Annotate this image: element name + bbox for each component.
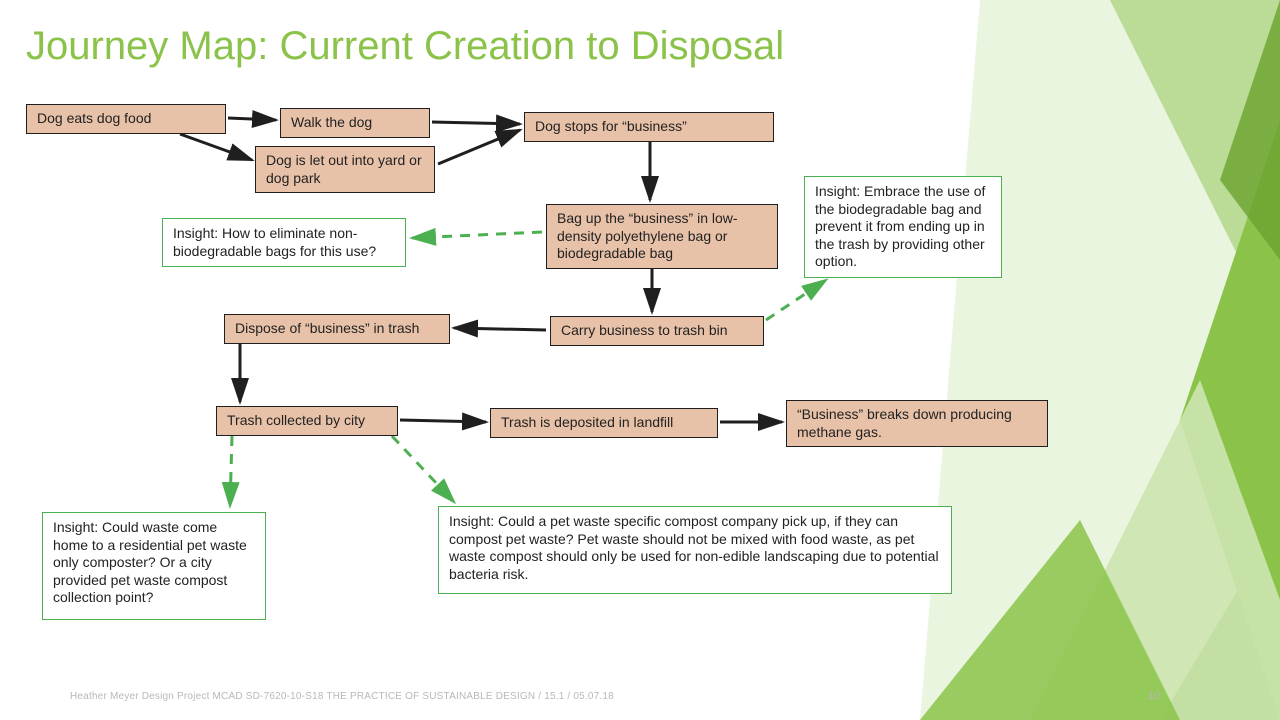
footer-text: Heather Meyer Design Project MCAD SD-762… [70, 691, 614, 702]
insight-i4: Insight: Could a pet waste specific comp… [438, 506, 952, 594]
edge-n8-i4 [392, 436, 454, 502]
flow-node-n4: Dog stops for “business” [524, 112, 774, 142]
corner-decoration [860, 0, 1280, 720]
edge-n1-n2 [228, 118, 276, 120]
edge-n8-i3 [230, 436, 232, 506]
slide: Journey Map: Current Creation to Disposa… [0, 0, 1280, 720]
flow-node-n1: Dog eats dog food [26, 104, 226, 134]
flow-node-n3: Dog is let out into yard or dog park [255, 146, 435, 193]
insight-i3: Insight: Could waste come home to a resi… [42, 512, 266, 620]
flow-node-n5: Bag up the “business” in low-density pol… [546, 204, 778, 269]
edge-n6-n7 [454, 328, 546, 330]
flow-node-n7: Dispose of “business” in trash [224, 314, 450, 344]
insight-i1: Insight: How to eliminate non-biodegrada… [162, 218, 406, 267]
edge-n6-i2 [766, 280, 826, 320]
insight-i2: Insight: Embrace the use of the biodegra… [804, 176, 1002, 278]
edge-n3-n4 [438, 130, 520, 164]
slide-title: Journey Map: Current Creation to Disposa… [26, 24, 784, 69]
flow-node-n9: Trash is deposited in landfill [490, 408, 718, 438]
edge-n2-n4 [432, 122, 520, 124]
flow-node-n6: Carry business to trash bin [550, 316, 764, 346]
flow-node-n10: “Business” breaks down producing methane… [786, 400, 1048, 447]
flow-node-n8: Trash collected by city [216, 406, 398, 436]
flow-node-n2: Walk the dog [280, 108, 430, 138]
page-number: 10 [1148, 690, 1160, 702]
edge-n5-i1 [412, 232, 542, 238]
edge-n1-n3 [180, 134, 252, 160]
edge-n8-n9 [400, 420, 486, 422]
